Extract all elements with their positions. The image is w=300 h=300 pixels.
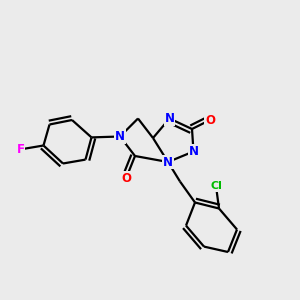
Text: N: N bbox=[164, 112, 175, 125]
Text: N: N bbox=[163, 155, 173, 169]
Text: N: N bbox=[115, 130, 125, 143]
Text: O: O bbox=[205, 113, 215, 127]
Text: O: O bbox=[121, 172, 131, 185]
Text: N: N bbox=[188, 145, 199, 158]
Text: F: F bbox=[16, 143, 24, 156]
Text: Cl: Cl bbox=[210, 181, 222, 191]
